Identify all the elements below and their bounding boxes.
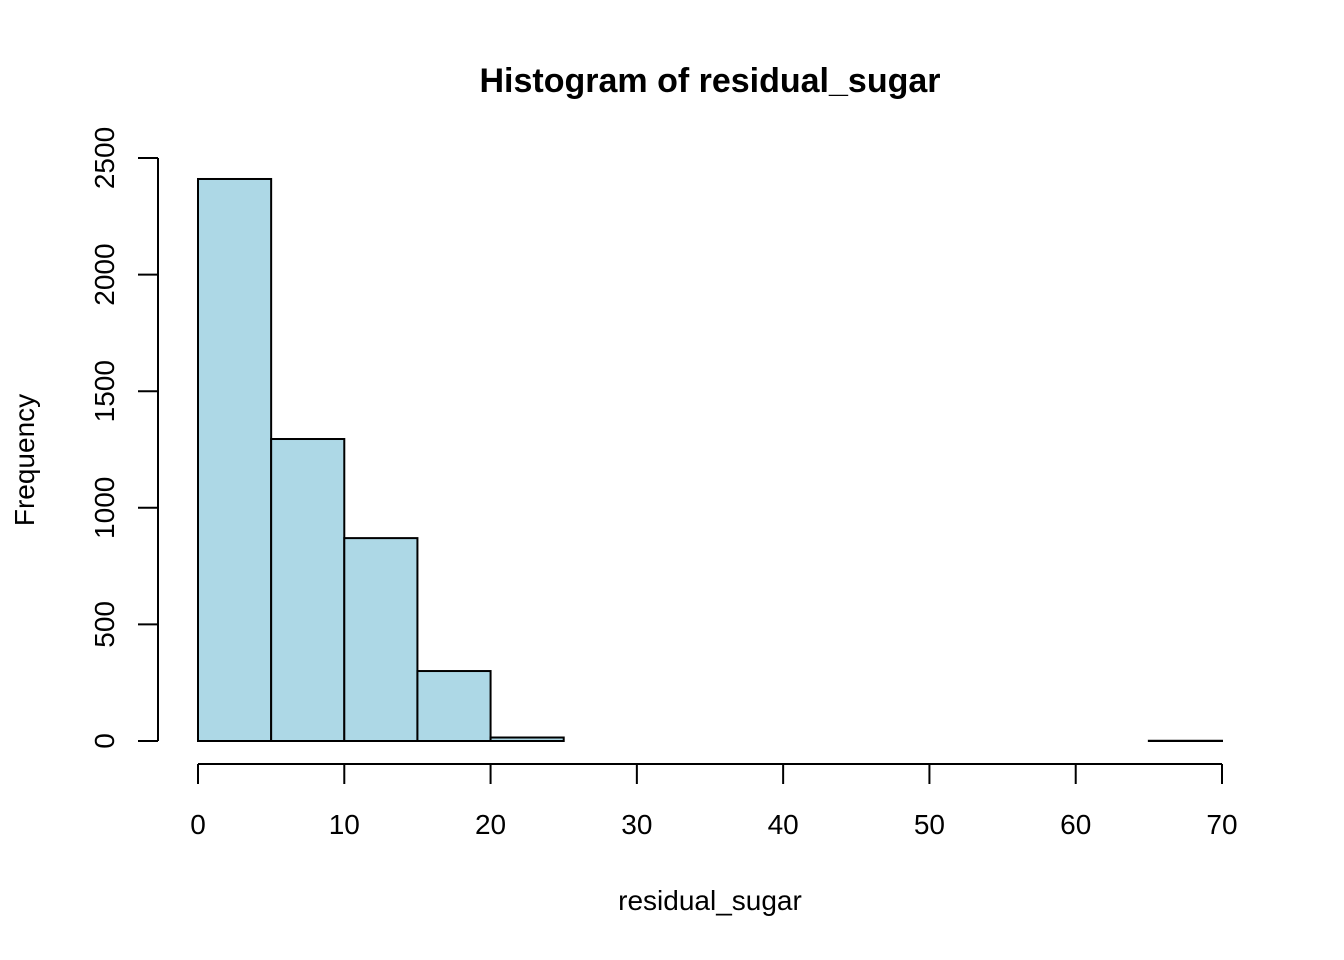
x-tick-label: 40 <box>768 809 799 840</box>
y-tick-label: 1000 <box>89 477 120 539</box>
histogram-bar <box>343 537 419 743</box>
histogram-bar <box>270 438 346 742</box>
y-axis-label: Frequency <box>9 394 40 526</box>
x-tick-label: 0 <box>190 809 206 840</box>
chart-title: Histogram of residual_sugar <box>479 62 940 100</box>
y-tick-label: 0 <box>89 733 120 749</box>
y-tick-label: 2000 <box>89 243 120 305</box>
x-tick-label: 30 <box>621 809 652 840</box>
x-tick-label: 10 <box>329 809 360 840</box>
x-tick-label: 70 <box>1206 809 1237 840</box>
x-tick-label: 60 <box>1060 809 1091 840</box>
y-tick-label: 2500 <box>89 127 120 189</box>
x-axis-label: residual_sugar <box>618 885 802 916</box>
histogram-bar <box>416 670 492 742</box>
x-tick-label: 20 <box>475 809 506 840</box>
histogram-bar <box>197 177 273 743</box>
y-axis: 0 500 1000 1500 2000 2500 <box>89 127 159 749</box>
bars-group <box>197 177 1224 743</box>
x-tick-label: 50 <box>914 809 945 840</box>
y-tick-label: 1500 <box>89 360 120 422</box>
histogram-bar <box>489 736 565 743</box>
y-tick-label: 500 <box>89 601 120 648</box>
x-axis: 0 10 20 30 40 50 60 70 <box>190 763 1238 840</box>
